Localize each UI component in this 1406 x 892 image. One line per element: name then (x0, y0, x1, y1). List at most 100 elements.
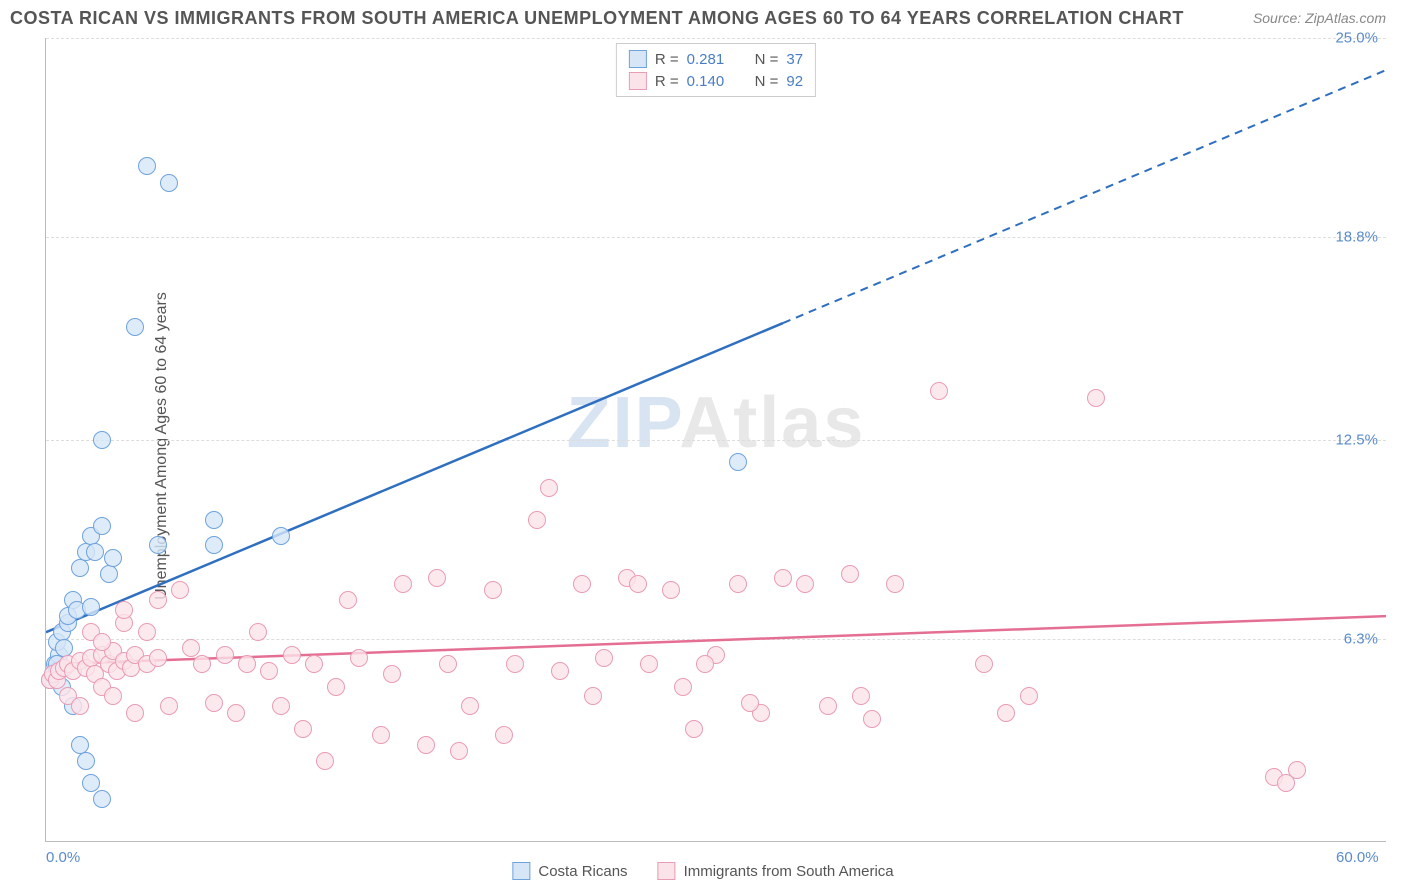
legend-label-a: Costa Ricans (538, 863, 627, 880)
scatter-marker (126, 704, 144, 722)
watermark-atlas: Atlas (679, 383, 865, 463)
scatter-marker (975, 655, 993, 673)
watermark: ZIPAtlas (567, 382, 866, 464)
swatch-icon (512, 862, 530, 880)
gridline (46, 639, 1386, 640)
scatter-marker (115, 601, 133, 619)
legend-label-b: Immigrants from South America (684, 863, 894, 880)
scatter-marker (484, 581, 502, 599)
bottom-legend: Costa Ricans Immigrants from South Ameri… (512, 862, 893, 880)
scatter-marker (149, 591, 167, 609)
scatter-marker (205, 536, 223, 554)
n-label: N = (755, 51, 779, 68)
scatter-marker (584, 687, 602, 705)
scatter-marker (339, 591, 357, 609)
scatter-marker (93, 790, 111, 808)
scatter-marker (383, 665, 401, 683)
scatter-marker (595, 649, 613, 667)
y-tick-label: 18.8% (1335, 229, 1378, 246)
scatter-marker (1288, 761, 1306, 779)
scatter-marker (841, 565, 859, 583)
scatter-marker (551, 662, 569, 680)
x-tick-label: 0.0% (46, 849, 80, 866)
y-tick-label: 6.3% (1344, 630, 1378, 647)
scatter-marker (662, 581, 680, 599)
stats-legend-box: R = 0.281 N = 37 R = 0.140 N = 92 (616, 43, 816, 97)
scatter-marker (138, 623, 156, 641)
scatter-marker (82, 598, 100, 616)
swatch-b (629, 72, 647, 90)
chart-title: COSTA RICAN VS IMMIGRANTS FROM SOUTH AME… (10, 8, 1184, 29)
scatter-marker (774, 569, 792, 587)
scatter-marker (316, 752, 334, 770)
r-label: R = (655, 51, 679, 68)
swatch-icon (658, 862, 676, 880)
scatter-marker (573, 575, 591, 593)
scatter-marker (100, 565, 118, 583)
scatter-marker (540, 479, 558, 497)
scatter-marker (886, 575, 904, 593)
scatter-marker (71, 559, 89, 577)
scatter-marker (696, 655, 714, 673)
scatter-marker (305, 655, 323, 673)
scatter-marker (1020, 687, 1038, 705)
r-value-b: 0.140 (687, 73, 737, 90)
scatter-marker (294, 720, 312, 738)
y-tick-label: 12.5% (1335, 431, 1378, 448)
scatter-marker (104, 549, 122, 567)
scatter-marker (863, 710, 881, 728)
swatch-a (629, 50, 647, 68)
legend-item-a: Costa Ricans (512, 862, 627, 880)
scatter-marker (428, 569, 446, 587)
n-label: N = (755, 73, 779, 90)
scatter-marker (327, 678, 345, 696)
n-value-b: 92 (786, 73, 803, 90)
scatter-marker (674, 678, 692, 696)
chart-plot-area: ZIPAtlas R = 0.281 N = 37 R = 0.140 N = … (45, 38, 1386, 842)
scatter-marker (182, 639, 200, 657)
scatter-marker (506, 655, 524, 673)
scatter-marker (495, 726, 513, 744)
scatter-marker (126, 318, 144, 336)
y-tick-label: 25.0% (1335, 30, 1378, 47)
r-value-a: 0.281 (687, 51, 737, 68)
legend-item-b: Immigrants from South America (658, 862, 894, 880)
scatter-marker (104, 687, 122, 705)
scatter-marker (729, 453, 747, 471)
scatter-marker (86, 543, 104, 561)
scatter-marker (205, 694, 223, 712)
scatter-marker (82, 774, 100, 792)
scatter-marker (741, 694, 759, 712)
scatter-marker (160, 174, 178, 192)
scatter-marker (640, 655, 658, 673)
scatter-marker (350, 649, 368, 667)
scatter-marker (205, 511, 223, 529)
watermark-zip: ZIP (567, 383, 680, 463)
scatter-marker (93, 633, 111, 651)
scatter-marker (249, 623, 267, 641)
scatter-marker (260, 662, 278, 680)
scatter-marker (160, 697, 178, 715)
scatter-marker (77, 752, 95, 770)
gridline (46, 237, 1386, 238)
stats-row-b: R = 0.140 N = 92 (629, 70, 803, 92)
gridline (46, 440, 1386, 441)
scatter-marker (796, 575, 814, 593)
scatter-marker (819, 697, 837, 715)
scatter-marker (283, 646, 301, 664)
scatter-marker (394, 575, 412, 593)
scatter-marker (450, 742, 468, 760)
scatter-marker (997, 704, 1015, 722)
r-label: R = (655, 73, 679, 90)
scatter-marker (238, 655, 256, 673)
scatter-marker (729, 575, 747, 593)
scatter-marker (149, 649, 167, 667)
scatter-marker (685, 720, 703, 738)
scatter-marker (149, 536, 167, 554)
scatter-marker (930, 382, 948, 400)
scatter-marker (138, 157, 156, 175)
scatter-marker (461, 697, 479, 715)
n-value-a: 37 (786, 51, 803, 68)
scatter-marker (272, 697, 290, 715)
scatter-marker (193, 655, 211, 673)
